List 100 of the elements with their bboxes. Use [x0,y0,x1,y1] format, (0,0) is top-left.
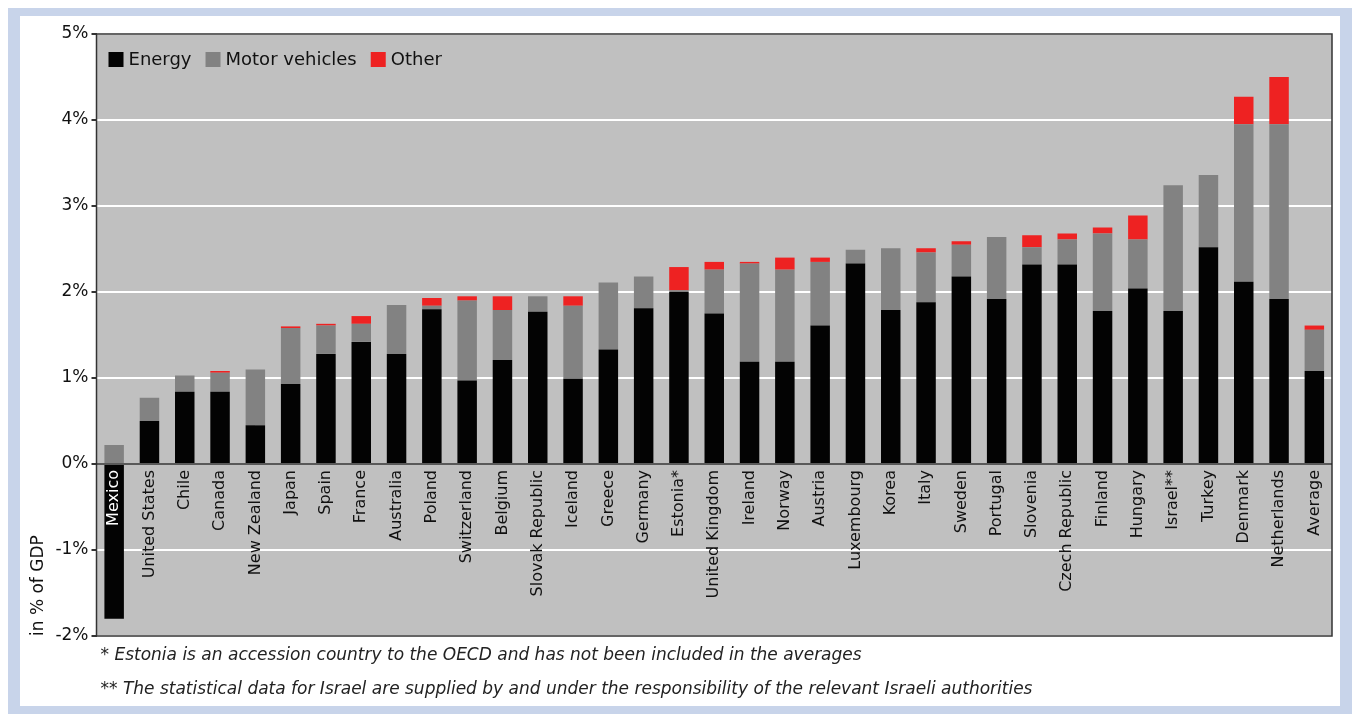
bar [386,353,407,463]
bar [1022,235,1042,248]
x-tick-label: Sweden [950,470,970,534]
x-tick-label: Norway [774,470,794,531]
bar [210,391,230,463]
bar [1022,247,1042,265]
bar [1128,239,1148,289]
bar [1092,227,1113,234]
x-tick-label: Belgium [491,470,511,536]
x-tick-label: Israel** [1162,470,1182,530]
bar [845,263,866,463]
x-tick-label: Hungary [1127,470,1147,539]
bar [457,300,477,381]
bar [881,310,901,463]
bar [775,257,795,270]
bar [422,309,442,463]
bar [280,384,301,463]
x-tick-label: United States [138,470,158,579]
text: * Estonia is an accession country to the OECD and has not been included in the averages [100,644,862,665]
bar [704,313,724,463]
bar [1304,329,1325,372]
x-tick-label: Slovenia [1021,470,1041,539]
bar [1234,281,1254,463]
bar [563,378,583,463]
bar [775,361,795,463]
bar [951,244,972,277]
bar [598,282,619,350]
bar [528,296,548,312]
bar [1269,124,1289,299]
bar [1269,298,1289,463]
bar [845,249,866,264]
x-tick-label: United Kingdom [703,470,723,599]
bar [1304,371,1325,463]
x-tick-label: New Zealand [244,470,264,576]
x-tick-label: Finland [1091,470,1111,528]
bar [351,323,371,342]
x-tick-label: France [350,470,370,524]
bar [422,305,442,310]
bar [810,261,830,326]
bar [457,380,477,463]
bar [563,296,583,306]
bar [457,296,477,301]
bar [492,296,513,311]
bar [1022,264,1042,463]
bar [245,369,266,426]
bar [245,425,266,463]
bar [1128,288,1148,463]
x-tick-label: Japan [279,470,299,516]
bar [280,328,301,385]
bar [669,267,689,291]
y-tick-label: 4% [61,108,89,129]
x-tick-label: Chile [173,470,193,511]
bar [1057,233,1077,240]
bar [881,248,901,311]
x-tick-label: Iceland [562,470,582,528]
x-tick-label: Czech Republic [1056,470,1076,592]
y-tick-label: 2% [61,280,89,301]
x-tick-label: Portugal [985,470,1005,537]
x-tick-label: Denmark [1232,469,1252,544]
y-tick-label: 0% [61,452,89,473]
y-tick-label: -1% [55,538,89,559]
bar [104,445,124,463]
bar [492,359,513,463]
bar [175,375,195,392]
bar [386,304,407,354]
bar [986,298,1007,463]
bar [210,372,230,392]
bar [739,263,760,362]
bar [916,248,936,253]
bar [528,311,548,463]
bar [1057,239,1077,265]
bar [1234,124,1254,282]
bar [810,325,830,463]
x-tick-label: Austria [809,470,829,527]
x-tick-label: Luxembourg [844,470,864,570]
bar [316,325,336,354]
legend-label: Motor vehicles [225,47,357,69]
x-tick-label: Mexico [103,470,123,526]
bar [1092,310,1113,463]
x-tick-label: Ireland [738,470,758,526]
bar [739,361,760,463]
x-tick-label: Spain [315,470,335,515]
y-tick-label: 1% [61,366,89,387]
bar [351,316,371,324]
x-tick-label: Average [1303,470,1323,536]
bar [916,252,936,303]
bar [351,341,371,463]
legend-label: Other [390,47,443,69]
bar [1269,77,1289,125]
bar [1163,185,1183,311]
bar [492,310,513,360]
bar [1304,325,1325,330]
bar [633,308,654,463]
x-tick-label: Canada [209,470,229,531]
bar [1057,264,1077,463]
bar [951,241,972,245]
bar [704,261,724,270]
x-tick-label: Slovak Republic [526,470,546,597]
bar [986,236,1007,299]
x-tick-label: Estonia* [668,470,688,537]
